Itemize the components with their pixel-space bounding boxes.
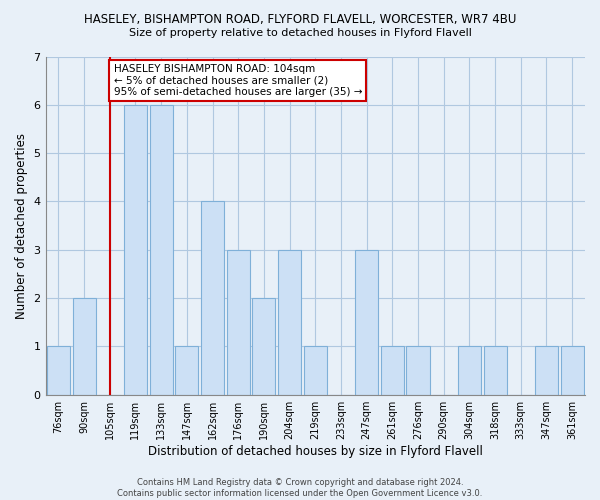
- Text: HASELEY BISHAMPTON ROAD: 104sqm
← 5% of detached houses are smaller (2)
95% of s: HASELEY BISHAMPTON ROAD: 104sqm ← 5% of …: [113, 64, 362, 97]
- X-axis label: Distribution of detached houses by size in Flyford Flavell: Distribution of detached houses by size …: [148, 444, 483, 458]
- Bar: [304, 346, 327, 395]
- Bar: [201, 202, 224, 394]
- Bar: [47, 346, 70, 395]
- Y-axis label: Number of detached properties: Number of detached properties: [15, 132, 28, 318]
- Bar: [381, 346, 404, 395]
- Bar: [149, 105, 173, 395]
- Bar: [227, 250, 250, 394]
- Text: HASELEY, BISHAMPTON ROAD, FLYFORD FLAVELL, WORCESTER, WR7 4BU: HASELEY, BISHAMPTON ROAD, FLYFORD FLAVEL…: [84, 12, 516, 26]
- Bar: [406, 346, 430, 395]
- Bar: [278, 250, 301, 394]
- Bar: [355, 250, 378, 394]
- Bar: [73, 298, 95, 394]
- Text: Size of property relative to detached houses in Flyford Flavell: Size of property relative to detached ho…: [128, 28, 472, 38]
- Bar: [458, 346, 481, 395]
- Bar: [124, 105, 147, 395]
- Text: Contains HM Land Registry data © Crown copyright and database right 2024.
Contai: Contains HM Land Registry data © Crown c…: [118, 478, 482, 498]
- Bar: [560, 346, 584, 395]
- Bar: [175, 346, 199, 395]
- Bar: [253, 298, 275, 394]
- Bar: [535, 346, 558, 395]
- Bar: [484, 346, 506, 395]
